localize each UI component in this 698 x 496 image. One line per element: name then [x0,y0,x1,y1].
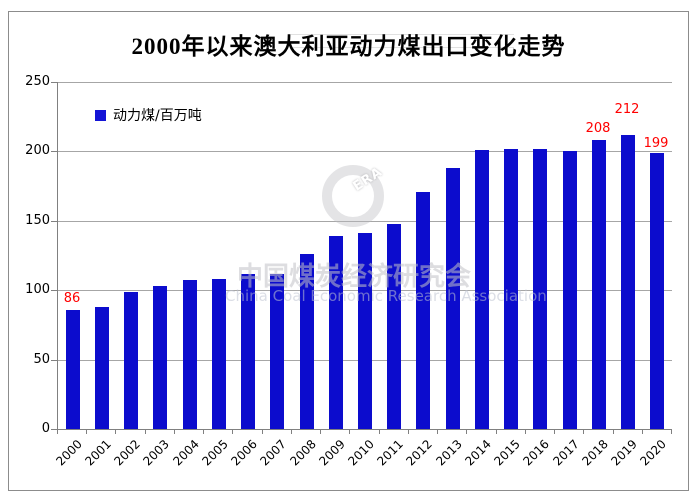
y-axis-tick-mark [51,221,57,222]
value-label: 208 [585,121,611,136]
watermark-logo-ring-icon [322,165,384,227]
y-axis-tick-mark [51,82,57,83]
y-axis-tick-label: 200 [25,143,50,158]
x-axis-tick-mark [349,429,350,434]
bar-2009 [329,236,343,429]
bar-2000 [66,310,80,429]
bar-2011 [387,224,401,429]
watermark-artifact-line [291,47,514,48]
x-axis-tick-mark [525,429,526,434]
gridline [58,82,672,83]
x-axis-tick-mark [379,429,380,434]
bar-2020 [650,153,664,429]
watermark-en-text: China Coal Economic Research Association [225,287,547,305]
bar-2014 [475,150,489,429]
legend-label: 动力煤/百万吨 [113,108,202,124]
value-label: 212 [614,102,640,117]
y-axis-tick-label: 150 [25,213,50,228]
bar-2013 [446,168,460,429]
bar-2007 [270,274,284,429]
y-axis-tick-mark [51,360,57,361]
bar-2015 [504,149,518,429]
x-axis-tick-mark [115,429,116,434]
bar-2017 [563,151,577,429]
bar-2012 [416,192,430,429]
bar-2005 [212,279,226,429]
x-axis-tick-mark [466,429,467,434]
x-axis-tick-mark [57,429,58,434]
y-axis-tick-mark [51,151,57,152]
x-axis-tick-mark [642,429,643,434]
x-axis-tick-mark [145,429,146,434]
y-axis-tick-label: 50 [33,352,50,367]
bar-2003 [153,286,167,429]
gridline [58,151,672,152]
bar-2010 [358,233,372,429]
x-axis-tick-mark [174,429,175,434]
x-axis-tick-mark [613,429,614,434]
bar-2004 [183,280,197,429]
x-axis-tick-mark [671,429,672,434]
bar-2001 [95,307,109,429]
x-axis-tick-mark [320,429,321,434]
watermark-cn-text: 中国煤炭经济研究会 [237,262,472,292]
x-axis-tick-mark [262,429,263,434]
x-axis-tick-mark [583,429,584,434]
chart-title: 2000年以来澳大利亚动力煤出口变化走势 [131,34,566,59]
bar-2018 [592,140,606,429]
x-axis-tick-mark [232,429,233,434]
chart-legend: 动力煤/百万吨 [95,105,202,125]
value-label: 86 [63,291,81,306]
x-axis-tick-mark [554,429,555,434]
bar-2016 [533,149,547,429]
bar-2002 [124,292,138,429]
y-axis-tick-label: 250 [25,74,50,89]
x-axis-tick-mark [496,429,497,434]
y-axis-tick-label: 100 [25,282,50,297]
y-axis-tick-mark [51,429,57,430]
x-axis-tick-mark [408,429,409,434]
x-axis-tick-mark [203,429,204,434]
x-axis-tick-mark [291,429,292,434]
x-axis-tick-mark [437,429,438,434]
plot-area [57,82,672,430]
legend-swatch-icon [95,109,106,121]
value-label: 199 [643,136,669,151]
x-axis-tick-mark [86,429,87,434]
bar-2019 [621,135,635,429]
y-axis-tick-mark [51,290,57,291]
bar-2008 [300,254,314,429]
y-axis-tick-label: 0 [41,421,50,436]
watermark-artifact-line [291,34,514,35]
bar-2006 [241,274,255,429]
